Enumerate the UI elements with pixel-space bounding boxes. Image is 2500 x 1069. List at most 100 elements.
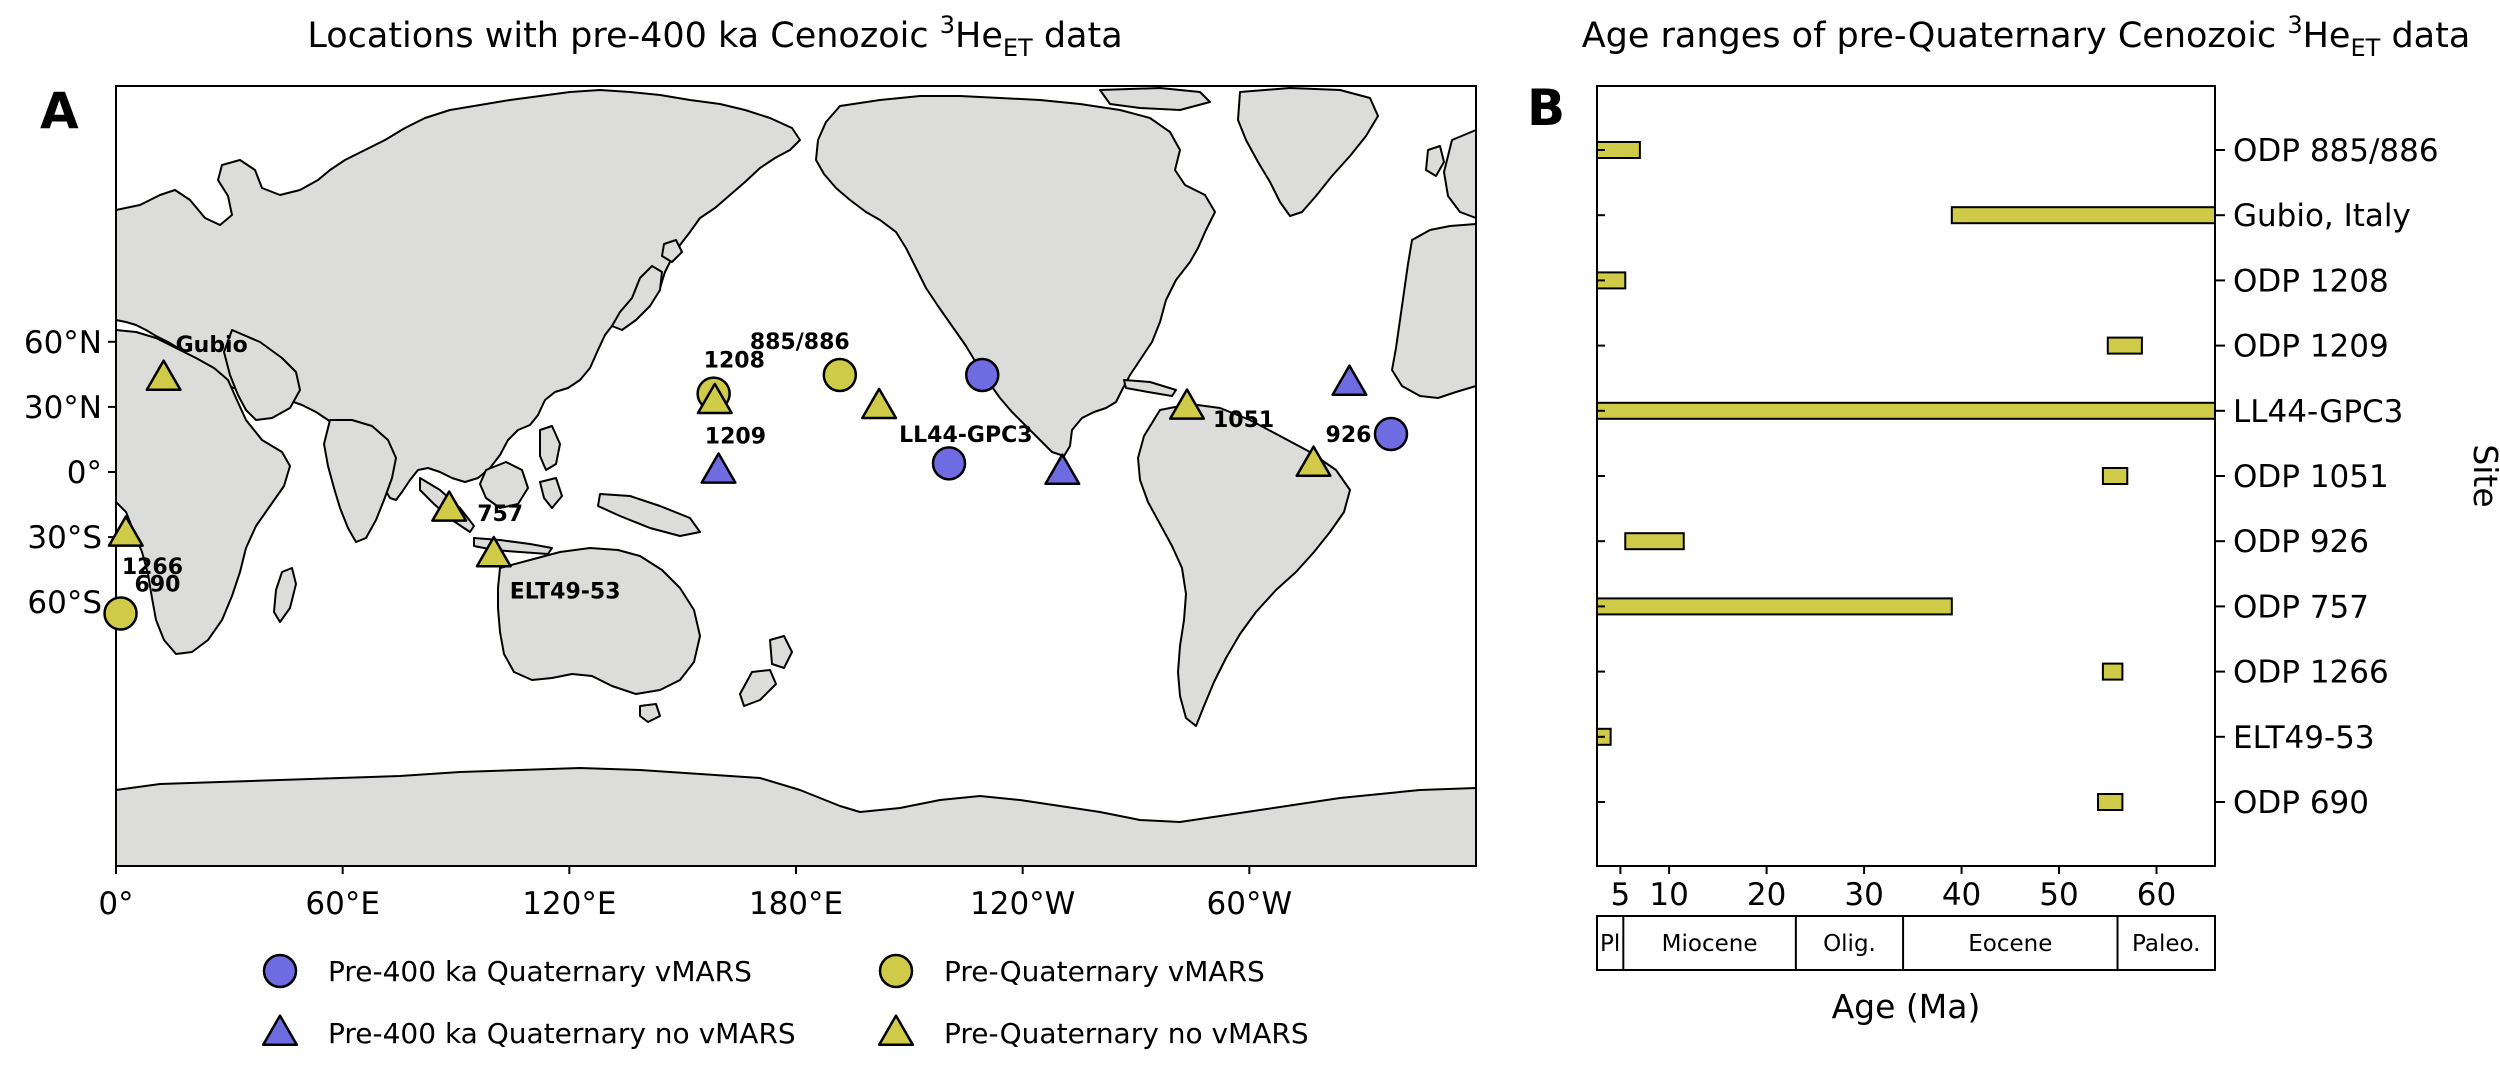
- site-circle-690: [103, 596, 138, 631]
- site-triangle-1209: [696, 382, 733, 415]
- panel-a-title: Locations with pre-400 ka Cenozoic 3HeET…: [307, 11, 1122, 62]
- site-triangle-quaternary: [1331, 364, 1368, 397]
- age-range-bar: [1950, 206, 2216, 225]
- age-ticks: 5 10 20 30 40 50 60: [1611, 866, 2176, 913]
- site-label: ODP 1051: [2233, 459, 2389, 495]
- map-points: Gubio 1208 1209 885/886 LL44-GPC3 1051 926 757 1…: [103, 330, 1409, 631]
- site-label: ODP 1209: [2233, 329, 2389, 365]
- site-label: ODP 926: [2233, 524, 2369, 560]
- site-label: ODP 1208: [2233, 263, 2389, 299]
- legend: Pre-400 ka Quaternary vMARS Pre-Quaternar…: [261, 953, 1309, 1050]
- site-label: ODP 1266: [2233, 655, 2389, 691]
- site-map-label: 926: [1326, 423, 1372, 448]
- legend-label: Pre-400 ka Quaternary no vMARS: [328, 1017, 796, 1050]
- lon-tick-label: 60°E: [305, 886, 380, 922]
- site-label: LL44-GPC3: [2233, 394, 2403, 430]
- site-circle-quaternary: [1373, 416, 1409, 452]
- site-circle-885-886: [822, 357, 858, 393]
- site-labels: ODP 885/886 Gubio, Italy ODP 1208 ODP 1209 L…: [1597, 133, 2439, 821]
- epoch-label: Paleo.: [2132, 931, 2200, 957]
- age-range-bar: [2106, 336, 2143, 355]
- site-triangle-757: [431, 490, 468, 522]
- cuba: [1123, 379, 1177, 397]
- panel-a-letter: A: [40, 82, 79, 140]
- arabia: [223, 329, 301, 421]
- site-circle-quaternary: [931, 446, 967, 481]
- north-america: [815, 95, 1216, 457]
- lon-tick-label: 180°E: [749, 886, 843, 922]
- panel-a-map: Locations with pre-400 ka Cenozoic 3HeET…: [24, 11, 1477, 1050]
- lat-tick-label: 60°S: [27, 585, 102, 621]
- site-label: Gubio, Italy: [2233, 198, 2411, 234]
- epoch-label: Miocene: [1662, 931, 1758, 957]
- age-tick-label: 5: [1611, 877, 1631, 913]
- site-label: ODP 690: [2233, 785, 2369, 821]
- site-triangle-926: [1295, 445, 1332, 477]
- lon-tick-label: 120°W: [970, 886, 1075, 922]
- australia: [497, 547, 701, 695]
- lat-tick-label: 30°N: [24, 390, 102, 426]
- site-triangle-quaternary: [1044, 453, 1081, 486]
- site-circle-quaternary: [964, 357, 1000, 393]
- new-zealand-south: [739, 669, 777, 707]
- new-zealand-north: [769, 635, 793, 669]
- epoch-label: Pl: [1600, 931, 1620, 957]
- site-triangle-quaternary: [700, 452, 737, 484]
- latitude-ticks: 60°N 30°N 0° 30°S 60°S: [24, 325, 116, 621]
- site-triangle-elt49-53: [475, 535, 512, 568]
- africa: [115, 329, 291, 655]
- british-isles: [1425, 145, 1445, 177]
- site-map-label: Gubio: [176, 333, 248, 358]
- age-tick-label: 60: [2137, 877, 2176, 913]
- age-range-bar: [1596, 401, 2216, 420]
- site-triangle-ll44-gpc3: [861, 387, 898, 420]
- greenland: [1237, 87, 1379, 217]
- lat-tick-label: 30°S: [27, 520, 102, 556]
- panel-b-title: Age ranges of pre-Quaternary Cenozoic 3H…: [1582, 11, 2471, 62]
- site-map-label: ELT49-53: [510, 579, 621, 604]
- panel-b-bars: Age ranges of pre-Quaternary Cenozoic 3H…: [1527, 11, 2500, 1026]
- site-map-label: 1266: [122, 555, 183, 580]
- age-range-bar: [2097, 793, 2124, 811]
- west-africa-edge: [1391, 223, 1477, 399]
- lon-tick-label: 60°W: [1207, 886, 1293, 922]
- lat-tick-label: 0°: [67, 455, 102, 491]
- lon-tick-label: 0°: [98, 886, 133, 922]
- japan: [611, 265, 663, 331]
- borneo: [479, 461, 529, 509]
- site-map-label: 1208: [704, 349, 765, 374]
- legend-marker-circle: [878, 953, 914, 989]
- madagascar: [273, 567, 297, 623]
- legend-label: Pre-Quaternary no vMARS: [944, 1017, 1309, 1050]
- lon-tick-label: 120°E: [522, 886, 616, 922]
- epoch-label: Eocene: [1968, 931, 2052, 957]
- hokkaido: [661, 239, 683, 263]
- legend-label: Pre-400 ka Quaternary vMARS: [328, 955, 752, 988]
- age-range-bar: [2101, 467, 2129, 485]
- age-tick-label: 40: [1942, 877, 1981, 913]
- legend-marker-circle: [262, 953, 298, 989]
- site-triangle-1266: [107, 515, 144, 547]
- site-map-label: 690: [135, 572, 181, 597]
- legend-marker-triangle: [261, 1014, 299, 1047]
- y-axis-title: Site: [2466, 444, 2500, 507]
- age-range-bar: [1596, 597, 1953, 616]
- age-tick-label: 50: [2039, 877, 2078, 913]
- site-label: ODP 885/886: [2233, 133, 2439, 169]
- antarctica: [115, 767, 1477, 867]
- age-range-bar: [2101, 662, 2124, 681]
- age-range-bar: [1624, 532, 1685, 551]
- sulawesi: [539, 477, 563, 509]
- site-map-label: 757: [477, 502, 523, 527]
- epoch-label: Olig.: [1823, 931, 1876, 957]
- philippines: [539, 425, 561, 471]
- india: [323, 419, 397, 543]
- age-tick-label: 10: [1649, 877, 1688, 913]
- site-label: ELT49-53: [2233, 720, 2375, 756]
- longitude-ticks: 0° 60°E 120°E 180°E 120°W 60°W: [98, 866, 1292, 922]
- site-map-label: 1051: [1213, 408, 1274, 433]
- site-map-label: 1209: [705, 424, 766, 449]
- site-map-label: 885/886: [750, 330, 850, 355]
- legend-label: Pre-Quaternary vMARS: [944, 955, 1265, 988]
